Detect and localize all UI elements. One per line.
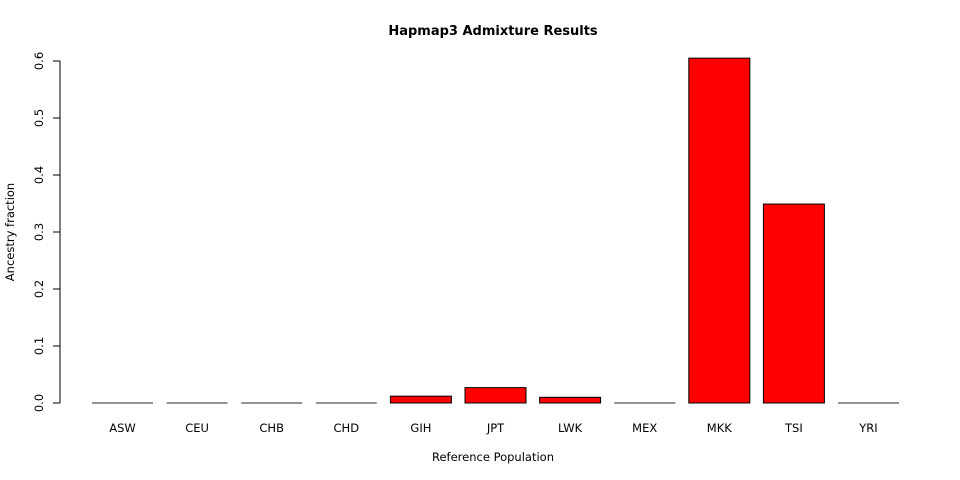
y-tick-label: 0.1 [32,337,46,355]
x-tick-label: TSI [784,421,803,435]
bar [762,203,825,404]
bars [92,57,899,404]
y-tick-label: 0.3 [32,223,46,241]
bar [688,57,751,404]
x-tick-label: CHB [259,421,284,435]
x-axis-label: Reference Population [432,450,554,464]
x-tick-label: CHD [334,421,360,435]
x-tick-label: JPT [486,421,505,435]
y-tick-label: 0.4 [32,166,46,184]
chart-title: Hapmap3 Admixture Results [388,24,598,39]
x-tick-label: MKK [707,421,732,435]
x-tick-label: ASW [109,421,136,435]
x-tick-label: GIH [410,421,431,435]
bar [464,387,527,404]
x-tick-label: LWK [558,421,583,435]
y-tick-label: 0.6 [32,52,46,70]
x-tick-label: CEU [185,421,209,435]
bar [539,396,602,404]
x-tick-label: YRI [858,421,877,435]
x-tick-labels: ASW CEU CHB CHD GIH JPT LWK MEX MKK TSI YRI [109,421,877,435]
y-axis-ticks: 0.0 0.1 0.2 0.3 0.4 0.5 0.6 [32,52,60,412]
bar [389,395,452,404]
y-axis-label: Ancestry fraction [3,183,17,281]
y-tick-label: 0.0 [32,394,46,412]
y-tick-label: 0.5 [32,109,46,127]
x-tick-label: MEX [632,421,657,435]
y-tick-label: 0.2 [32,280,46,298]
